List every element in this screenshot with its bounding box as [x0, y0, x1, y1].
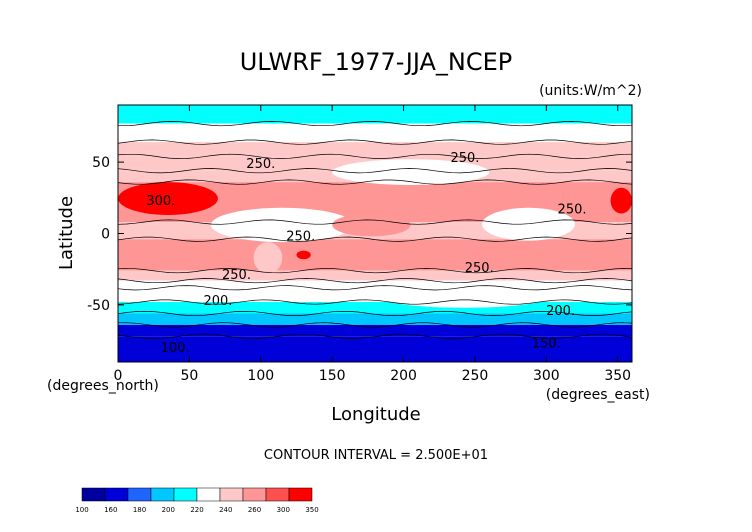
colorbar-swatch-6 [219, 487, 244, 502]
colorbar-tick-label-6: 260 [248, 506, 261, 514]
contour-line-1 [118, 121, 632, 127]
colorbar-tick-label-0: 100 [75, 506, 88, 514]
band-region-13 [118, 324, 632, 337]
colorbar-swatch-5 [196, 487, 221, 502]
y-tick-label-1: 0 [101, 227, 110, 243]
anomaly-region-7 [296, 250, 311, 260]
band-region-7 [118, 239, 632, 271]
band-region-11 [118, 302, 632, 314]
anomaly-region-5 [332, 159, 490, 185]
contour-line-11 [118, 299, 632, 305]
colorbar-tick-label-7: 300 [277, 506, 290, 514]
x-tick-label-2: 100 [247, 368, 274, 384]
contour-line-13 [118, 322, 632, 328]
colorbar-swatch-8 [265, 487, 290, 502]
band-region-1 [118, 123, 632, 143]
x-axis: 0 50 100 150 200 250 300 350 [114, 105, 631, 384]
colorbar-swatch-9 [288, 487, 313, 502]
contour-label-7: 200. [203, 294, 232, 309]
contour-label-2: 300. [146, 194, 175, 209]
band-region-9 [118, 280, 632, 288]
anomaly-region-3 [482, 207, 575, 241]
anomaly-region-2 [210, 207, 354, 243]
anomaly-region-6 [253, 242, 283, 274]
contour-line-7 [118, 236, 632, 242]
contour-line-8 [118, 268, 632, 274]
contour-label-8: 200. [546, 304, 575, 319]
colorbar-swatch-7 [242, 487, 267, 502]
x-tick-label-7: 350 [604, 368, 631, 384]
anomaly-region-8 [382, 287, 547, 308]
contour-line-14 [118, 333, 632, 339]
contour-label-9: 150. [532, 337, 561, 352]
y-axis: -50 0 50 [87, 155, 632, 314]
contour-label-0: 250. [450, 151, 479, 166]
contour-label-3: 250. [286, 230, 315, 245]
contour-line-12 [118, 310, 632, 317]
units-label: (units:W/m^2) [539, 83, 642, 99]
colorbar-swatch-0 [81, 487, 106, 502]
contour-line-9 [118, 278, 632, 284]
x-tick-label-6: 300 [533, 368, 560, 384]
band-region-0 [118, 105, 632, 124]
colorbar: 100 160 180 200 220 240 260 300 350 [75, 487, 319, 514]
colorbar-swatch-4 [173, 487, 198, 502]
colorbar-tick-label-2: 180 [133, 506, 146, 514]
colorbar-tick-label-4: 220 [190, 506, 203, 514]
anomaly-region-4 [332, 213, 411, 237]
colorbar-tick-label-3: 200 [162, 506, 175, 514]
y-tick-label-0: -50 [87, 298, 110, 314]
y-axis-title: Latitude [56, 196, 77, 270]
contour-line-6 [118, 219, 632, 225]
contour-line-4 [118, 168, 632, 174]
colorbar-swatch-2 [127, 487, 152, 502]
band-region-2 [118, 142, 632, 157]
contour-line-5 [118, 179, 632, 185]
x-tick-label-0: 0 [114, 368, 123, 384]
x-tick-label-1: 50 [180, 368, 198, 384]
y-tick-label-2: 50 [92, 155, 110, 171]
y-unit-label: (degrees_north) [47, 378, 159, 394]
colorbar-swatch-3 [150, 487, 175, 502]
contour-label-6: 250. [222, 268, 251, 283]
x-axis-title: Longitude [331, 404, 421, 425]
colorbar-tick-label-1: 160 [104, 506, 117, 514]
plot-area: 250. 250. 300. 250. 250. 250. 250. 200. 200. 150.… [118, 105, 632, 362]
x-tick-label-3: 150 [319, 368, 346, 384]
contour-line-2 [118, 139, 632, 145]
colorbar-tick-label-8: 350 [305, 506, 318, 514]
contour-label-5: 250. [465, 261, 494, 276]
colorbar-swatch-1 [104, 487, 129, 502]
contour-interval-label: CONTOUR INTERVAL = 2.500E+01 [264, 448, 488, 463]
anomaly-region-0 [118, 182, 218, 215]
chart-title: ULWRF_1977-JJA_NCEP [240, 48, 513, 76]
band-region-8 [118, 270, 632, 281]
anomaly-region-1 [610, 187, 632, 214]
contour-line-10 [118, 285, 632, 291]
band-region-12 [118, 313, 632, 325]
contour-line-3 [118, 153, 632, 159]
contour-label-10: 100. [161, 341, 190, 356]
colorbar-tick-label-5: 240 [219, 506, 232, 514]
x-tick-label-5: 250 [462, 368, 489, 384]
x-unit-label: (degrees_east) [546, 387, 650, 403]
x-tick-label-4: 200 [390, 368, 417, 384]
contour-label-4: 250. [558, 203, 587, 218]
contour-label-1: 250. [246, 157, 275, 172]
